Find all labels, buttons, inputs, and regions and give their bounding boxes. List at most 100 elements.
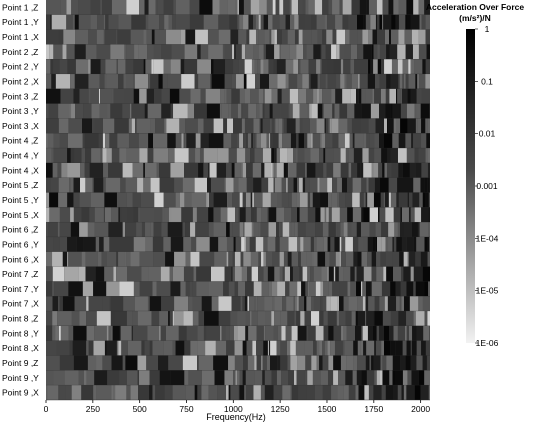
heatmap-cell	[401, 89, 402, 104]
heatmap-cell	[148, 15, 159, 30]
heatmap-cell	[88, 222, 95, 237]
heatmap-cell	[389, 30, 391, 45]
heatmap-cell	[350, 267, 354, 282]
heatmap-cell	[361, 163, 363, 178]
heatmap-cell	[65, 385, 71, 400]
heatmap-cell	[355, 326, 361, 341]
heatmap-cell	[71, 148, 75, 163]
heatmap-cell	[127, 311, 132, 326]
heatmap-cell	[426, 148, 428, 163]
heatmap-cell	[171, 237, 183, 252]
heatmap-cell	[265, 104, 270, 119]
heatmap-cell	[300, 193, 308, 208]
heatmap-cell	[164, 193, 176, 208]
heatmap-cell	[126, 74, 133, 89]
heatmap-cell	[350, 59, 354, 74]
heatmap-cell	[298, 252, 301, 267]
heatmap-cell	[46, 356, 60, 371]
heatmap-cell	[259, 44, 264, 59]
heatmap-cell	[332, 193, 338, 208]
heatmap-cell	[252, 311, 258, 326]
heatmap-cell	[48, 222, 50, 237]
heatmap-cell	[396, 193, 398, 208]
heatmap-cell	[374, 356, 381, 371]
heatmap-cell	[397, 178, 406, 193]
heatmap-cell	[296, 133, 298, 148]
heatmap-cell	[198, 341, 206, 356]
heatmap-cell	[357, 267, 364, 282]
heatmap-cell	[184, 370, 188, 385]
heatmap-cell	[305, 311, 311, 326]
heatmap-cell	[324, 237, 328, 252]
heatmap-cell	[185, 222, 190, 237]
heatmap-cell	[261, 59, 264, 74]
heatmap-cell	[84, 237, 96, 252]
heatmap-cell	[370, 207, 378, 222]
heatmap-cell	[208, 385, 217, 400]
heatmap-cell	[326, 74, 328, 89]
heatmap-cell	[396, 341, 403, 356]
row-label: Point 7 ,Z	[2, 269, 38, 279]
heatmap-cell	[86, 311, 97, 326]
heatmap-cell	[328, 237, 331, 252]
heatmap-cell	[390, 44, 397, 59]
heatmap-cell	[369, 356, 371, 371]
heatmap-cell	[154, 44, 161, 59]
heatmap-cell	[303, 30, 312, 45]
heatmap-cell	[103, 163, 108, 178]
heatmap-cell	[414, 237, 416, 252]
heatmap-cell	[357, 15, 364, 30]
heatmap-cell	[295, 222, 298, 237]
heatmap-cell	[366, 296, 369, 311]
heatmap-cell	[141, 341, 144, 356]
heatmap-cell	[395, 370, 403, 385]
heatmap-cell	[318, 104, 322, 119]
heatmap-cell	[82, 119, 92, 134]
heatmap-cell	[389, 370, 392, 385]
heatmap-cell	[398, 148, 407, 163]
heatmap-cell	[354, 148, 363, 163]
heatmap-cell	[135, 119, 137, 134]
heatmap-cell	[406, 281, 413, 296]
heatmap-cell	[103, 148, 107, 163]
heatmap-cell	[409, 193, 413, 208]
heatmap-cell	[304, 148, 310, 163]
heatmap-cell	[357, 296, 363, 311]
heatmap-cell	[271, 30, 274, 45]
heatmap-cell	[348, 222, 351, 237]
heatmap-cell	[68, 281, 83, 296]
heatmap-cell	[207, 104, 220, 119]
heatmap-cell	[327, 15, 335, 30]
heatmap-cell	[298, 385, 306, 400]
heatmap-cell	[369, 133, 374, 148]
heatmap-cell	[328, 356, 333, 371]
heatmap-cell	[50, 222, 58, 237]
heatmap-cell	[283, 0, 289, 15]
heatmap-cell	[329, 222, 336, 237]
heatmap-cell	[171, 59, 181, 74]
heatmap-cell	[366, 15, 370, 30]
heatmap-cell	[356, 311, 358, 326]
heatmap-cell	[107, 252, 117, 267]
heatmap-cell	[61, 163, 67, 178]
heatmap-cell	[116, 311, 127, 326]
heatmap-cell	[60, 356, 74, 371]
heatmap-cell	[145, 237, 153, 252]
heatmap-cell	[368, 59, 370, 74]
heatmap-cell	[346, 356, 353, 371]
heatmap-cell	[110, 104, 122, 119]
heatmap-cell	[400, 104, 401, 119]
heatmap-cell	[361, 178, 366, 193]
heatmap-cell	[416, 281, 425, 296]
heatmap-cell	[237, 148, 245, 163]
heatmap-cell	[369, 148, 374, 163]
heatmap-cell	[268, 237, 276, 252]
heatmap-cell	[293, 104, 300, 119]
heatmap-cell	[131, 104, 144, 119]
heatmap-cell	[358, 74, 359, 89]
heatmap-cell	[70, 178, 73, 193]
heatmap-cell	[225, 267, 232, 282]
heatmap-cell	[263, 148, 271, 163]
heatmap-cell	[227, 252, 229, 267]
